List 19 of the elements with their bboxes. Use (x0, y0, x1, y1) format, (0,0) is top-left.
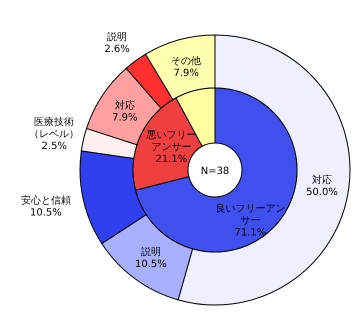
slice-label: 説明 (107, 31, 128, 44)
data-label: 2.5% (42, 140, 67, 152)
data-label: 7.9% (112, 112, 138, 124)
data-label: 71.1% (234, 228, 266, 239)
data-label: 10.5% (30, 208, 62, 219)
slice-label: 説明 (140, 246, 161, 258)
text: N=38 (200, 166, 230, 177)
data-label: 7.9% (173, 68, 199, 79)
slice-label: その他 (171, 54, 202, 67)
slice-label: 対応 (312, 174, 332, 186)
slice-label: 対応 (114, 100, 135, 112)
data-label: 10.5% (134, 258, 167, 270)
slice-label: 安心と信頼 (20, 194, 71, 207)
data-label: 2.6% (104, 44, 130, 56)
slice-label: 医療技術（レベル） (29, 116, 80, 140)
slice-label: 良いフリーアンサー (215, 202, 286, 227)
data-label: 50.0% (306, 186, 338, 198)
data-label: 21.1% (155, 154, 188, 166)
slice-label: 悪いフリーアンサー (145, 130, 196, 154)
